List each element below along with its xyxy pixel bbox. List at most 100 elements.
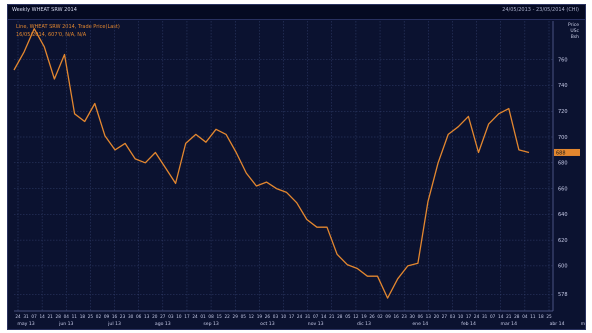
x-tick-label: 03 <box>273 314 279 319</box>
x-tick-label: 04 <box>64 314 70 319</box>
x-tick-label: 09 <box>385 314 391 319</box>
x-tick-label: 08 <box>208 314 214 319</box>
x-tick-label: 20 <box>152 314 158 319</box>
x-tick-label: 03 <box>168 314 174 319</box>
chart-title-bar: Weekly WHEAT SRW 2014 24/05/2013 - 23/05… <box>8 5 585 20</box>
x-tick-label: 31 <box>482 314 488 319</box>
x-tick-label: 13 <box>426 314 432 319</box>
x-tick-label: 17 <box>184 314 190 319</box>
x-tick-label: 03 <box>450 314 456 319</box>
x-tick-label: 18 <box>538 314 544 319</box>
currency-label-line: Bsh <box>570 35 579 40</box>
y-tick-label: 740 <box>558 83 568 89</box>
x-tick-label: 17 <box>289 314 295 319</box>
x-tick-label: 28 <box>337 314 343 319</box>
y-tick-label: 640 <box>558 212 568 218</box>
x-tick-label: 05 <box>345 314 351 319</box>
x-tick-label: 23 <box>402 314 408 319</box>
x-tick-label: 26 <box>369 314 375 319</box>
y-tick-label: 700 <box>558 135 568 141</box>
x-tick-label: 16 <box>393 314 399 319</box>
x-tick-label: 06 <box>136 314 142 319</box>
x-tick-label: 11 <box>530 314 536 319</box>
x-tick-label: 10 <box>458 314 464 319</box>
x-month-label: jul 13 <box>107 321 121 327</box>
x-tick-label: 09 <box>104 314 110 319</box>
y-tick-label: 620 <box>558 238 568 244</box>
x-tick-label: 31 <box>305 314 311 319</box>
currency-label-line: USc <box>570 29 579 34</box>
y-tick-label: 578 <box>558 292 568 298</box>
x-month-label: jun 13 <box>58 321 73 327</box>
x-month-label: may 13 <box>17 321 34 327</box>
legend-last-value: 16/05/2014, 607'0, N/A, N/A <box>16 32 87 38</box>
x-tick-label: 01 <box>200 314 206 319</box>
y-tick-label: 760 <box>558 57 568 63</box>
x-tick-label: 04 <box>522 314 528 319</box>
x-tick-label: 15 <box>216 314 222 319</box>
x-tick-label: 30 <box>410 314 416 319</box>
y-tick-label: 720 <box>558 109 568 115</box>
x-tick-label: 06 <box>418 314 424 319</box>
x-tick-label: 02 <box>96 314 102 319</box>
x-tick-label: 24 <box>297 314 303 319</box>
x-tick-label: 28 <box>514 314 520 319</box>
last-price-tag <box>554 148 580 156</box>
last-price-label: 688 <box>556 150 566 156</box>
x-month-label: feb 14 <box>461 321 476 327</box>
x-tick-label: 12 <box>353 314 359 319</box>
price-series-line <box>13 28 530 299</box>
currency-label: Price USc Bsh <box>568 23 579 41</box>
x-tick-label: 26 <box>265 314 271 319</box>
y-tick-label: 660 <box>558 186 568 192</box>
x-tick-label: 24 <box>15 314 21 319</box>
x-tick-label: 22 <box>225 314 231 319</box>
x-tick-label: 27 <box>160 314 166 319</box>
x-tick-label: 10 <box>176 314 182 319</box>
x-month-label: ago 13 <box>155 321 171 327</box>
x-tick-label: 24 <box>474 314 480 319</box>
x-tick-label: 10 <box>281 314 287 319</box>
x-tick-label: 07 <box>31 314 37 319</box>
x-tick-label: 05 <box>241 314 247 319</box>
x-month-label: abr 14 <box>550 321 565 327</box>
x-tick-label: 19 <box>361 314 367 319</box>
x-tick-label: 14 <box>39 314 45 319</box>
x-month-label: mar 14 <box>501 321 518 327</box>
x-tick-label: 07 <box>313 314 319 319</box>
x-tick-label: 11 <box>72 314 78 319</box>
x-tick-label: 23 <box>120 314 126 319</box>
x-tick-label: 25 <box>546 314 552 319</box>
x-month-label: ene 14 <box>412 321 428 327</box>
x-tick-label: 30 <box>128 314 134 319</box>
date-range: 24/05/2013 - 23/05/2014 (CHI) <box>502 7 579 13</box>
x-tick-label: 19 <box>257 314 263 319</box>
x-tick-label: 14 <box>321 314 327 319</box>
x-tick-label: 21 <box>506 314 512 319</box>
x-month-label: oct 13 <box>260 321 275 327</box>
x-tick-label: 12 <box>249 314 255 319</box>
x-tick-label: 18 <box>80 314 86 319</box>
legend: Line, WHEAT SRW 2014, Trade Price(Last) … <box>16 23 120 39</box>
x-month-label: may 14 <box>581 321 585 327</box>
x-tick-label: 27 <box>442 314 448 319</box>
chart-title: Weekly WHEAT SRW 2014 <box>12 7 77 13</box>
x-tick-label: 14 <box>498 314 504 319</box>
x-month-label: nov 13 <box>308 321 324 327</box>
y-tick-label: 680 <box>558 161 568 167</box>
x-tick-label: 25 <box>88 314 94 319</box>
x-tick-label: 21 <box>48 314 54 319</box>
currency-label-line: Price <box>568 23 579 28</box>
chart-window: Weekly WHEAT SRW 2014 24/05/2013 - 23/05… <box>7 4 586 330</box>
x-month-label: dic 13 <box>357 321 371 327</box>
x-tick-label: 02 <box>377 314 383 319</box>
x-tick-label: 07 <box>490 314 496 319</box>
x-month-label: sep 13 <box>203 321 219 327</box>
y-tick-label: 600 <box>558 264 568 270</box>
x-tick-label: 20 <box>434 314 440 319</box>
x-tick-label: 16 <box>112 314 118 319</box>
x-tick-label: 31 <box>23 314 29 319</box>
x-tick-label: 24 <box>192 314 198 319</box>
x-tick-label: 29 <box>233 314 239 319</box>
